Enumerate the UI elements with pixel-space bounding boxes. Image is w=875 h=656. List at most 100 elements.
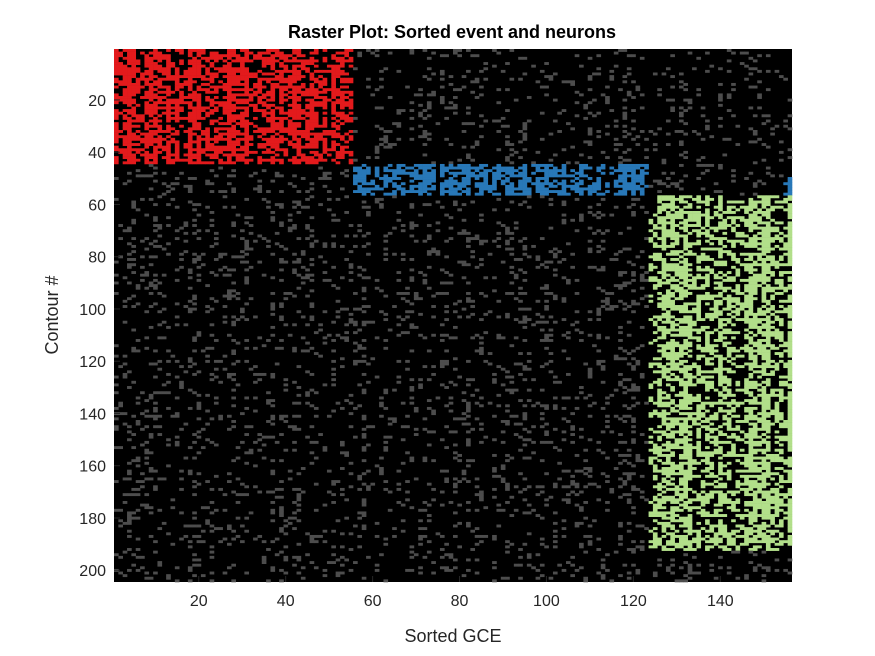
raster-cell [426,77,432,81]
raster-cell [661,294,667,298]
raster-cell [596,448,602,452]
raster-cell [313,161,319,165]
raster-cell [131,346,137,350]
raster-cell [292,130,297,133]
raster-cell [635,174,641,178]
raster-cell [487,187,493,191]
raster-cell [174,114,180,118]
raster-cell [361,514,367,517]
raster-cell [453,200,458,204]
raster-cell [283,67,289,71]
raster-cell [144,506,150,510]
raster-cell [639,286,645,290]
raster-cell [196,393,202,397]
raster-cell [661,271,667,274]
raster-cell [492,534,497,538]
raster-cell [240,229,245,233]
raster-cell [270,62,276,65]
raster-cell [313,406,319,410]
raster-cell [235,67,241,71]
raster-cell [357,328,363,332]
raster-cell [396,124,402,128]
raster-cell [453,336,458,340]
raster-cell [270,90,276,94]
raster-cell [322,278,328,282]
raster-cell [357,171,363,175]
raster-cell [496,163,502,167]
raster-cell [279,417,284,421]
raster-cell [622,80,628,84]
raster-cell [279,111,284,115]
raster-cell [444,239,449,243]
raster-cell [422,171,428,175]
raster-cell [361,372,367,376]
raster-cell [248,59,254,63]
raster-cell [227,77,232,81]
raster-cell [496,177,502,180]
raster-cell [487,362,493,366]
raster-cell [187,103,193,107]
raster-cell [244,150,250,154]
raster-cell [127,158,132,162]
raster-cell [348,472,354,476]
raster-cell [309,561,315,565]
raster-cell [227,527,232,531]
raster-cell [379,77,384,81]
raster-cell [396,218,402,222]
raster-cell [544,179,549,183]
raster-cell [570,440,575,444]
raster-cell [526,179,532,183]
raster-cell [626,333,632,337]
raster-cell [618,299,623,303]
raster-cell [639,56,645,60]
raster-cell [322,310,328,314]
raster-cell [200,540,206,544]
raster-cell [127,516,132,520]
raster-cell [387,192,393,196]
raster-cell [305,341,310,345]
raster-cell [209,224,215,227]
raster-cell [114,197,119,201]
raster-cell [492,171,497,175]
raster-cell [587,77,593,81]
raster-cell [552,406,558,410]
raster-cell [244,221,250,225]
raster-cell [626,477,632,481]
raster-cell [161,111,167,115]
raster-cell [405,286,410,290]
raster-cell [279,508,284,512]
raster-cell [587,130,593,133]
raster-cell [118,64,123,68]
raster-cell [353,116,358,120]
raster-cell [370,357,376,361]
raster-cell [665,378,671,382]
raster-cell [357,534,363,538]
raster-cell [661,472,667,476]
raster-cell [313,150,319,154]
raster-cell [661,404,667,408]
raster-cell [596,362,602,366]
raster-cell [166,158,171,162]
raster-cell [479,540,484,544]
raster-cell [544,545,549,549]
raster-cell [461,391,467,395]
raster-cell [439,323,445,327]
raster-cell [274,106,280,110]
raster-cell [361,511,367,515]
raster-cell [626,501,632,504]
raster-cell [222,148,228,152]
raster-cell [213,96,219,99]
raster-cell [270,404,276,408]
raster-cell [657,93,662,97]
raster-cell [170,158,176,162]
raster-cell [670,265,675,269]
raster-cell [261,93,267,97]
raster-cell [474,140,480,144]
raster-cell [231,67,236,71]
raster-cell [187,114,193,118]
raster-cell [331,372,336,376]
raster-cell [248,122,254,126]
raster-cell [652,545,658,549]
raster-cell [235,359,241,363]
raster-cell [296,503,302,507]
